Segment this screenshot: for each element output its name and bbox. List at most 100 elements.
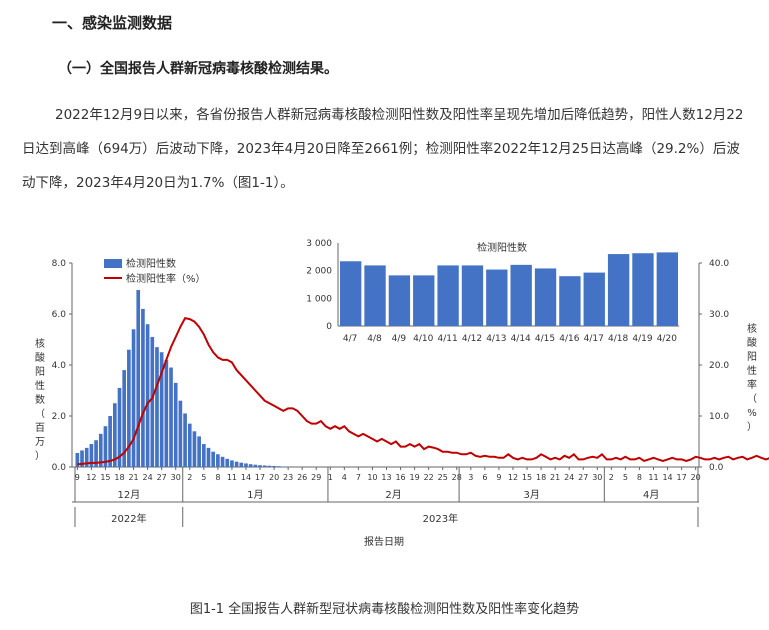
x-tick-label: 17: [255, 473, 265, 482]
positive-count-bar: [244, 463, 248, 467]
y-tick-label-left: 8.0: [52, 259, 67, 269]
x-tick-label: 29: [311, 473, 321, 482]
inset-bar: [461, 265, 484, 326]
positive-count-bar: [206, 447, 211, 467]
x-tick-label: 18: [114, 473, 124, 482]
inset-x-tick-label: 4/16: [559, 334, 579, 344]
x-tick-label: 6: [482, 473, 487, 482]
x-tick-label: 14: [241, 473, 251, 482]
x-tick-label: 19: [410, 473, 420, 482]
positive-count-bar: [272, 465, 276, 467]
positive-count-bar: [258, 465, 262, 467]
y-axis-title-left: 核酸阳性数（百万）: [35, 337, 45, 462]
x-tick-label: 26: [297, 473, 307, 482]
inset-x-tick-label: 4/18: [608, 334, 628, 344]
positive-count-bar: [173, 382, 178, 467]
x-tick-label: 27: [157, 473, 167, 482]
x-tick-label: 8: [215, 473, 220, 482]
inset-x-tick-label: 4/20: [657, 334, 677, 344]
inset-x-tick-label: 4/19: [632, 334, 652, 344]
inset-bar: [656, 252, 678, 326]
month-label: 2月: [385, 489, 401, 501]
positive-count-bar: [248, 464, 253, 467]
inset-bar: [340, 261, 362, 326]
month-label: 1月: [247, 489, 263, 501]
x-tick-label: 9: [75, 473, 80, 482]
y-tick-label-right: 0.0: [709, 463, 724, 473]
inset-bar: [607, 254, 630, 326]
inset-bar: [534, 268, 557, 326]
x-tick-label: 1: [328, 473, 333, 482]
positive-count-bar: [216, 454, 220, 467]
inset-y-tick-label: 0: [326, 322, 332, 332]
body-paragraph: 2022年12月9日以来，各省份报告人群新冠病毒核酸检测阳性数及阳性率呈现先增加…: [22, 107, 744, 191]
x-tick-label: 20: [691, 473, 701, 482]
positive-count-bar: [98, 433, 103, 467]
x-tick-label: 15: [100, 473, 110, 482]
positive-count-bar: [201, 444, 206, 467]
positive-count-bar: [108, 416, 112, 467]
positive-count-bar: [94, 440, 98, 467]
inset-bar: [437, 265, 459, 326]
x-tick-label: 21: [550, 473, 560, 482]
x-tick-label: 24: [564, 473, 574, 482]
positive-count-bar: [155, 347, 159, 467]
x-tick-label: 8: [637, 473, 642, 482]
y-tick-label-left: 4.0: [52, 361, 67, 371]
positive-rate-line: [77, 316, 769, 466]
positive-count-bar: [239, 462, 244, 467]
positive-count-bar: [276, 466, 281, 467]
y-tick-label-right: 40.0: [709, 259, 729, 269]
positive-count-bar: [122, 370, 127, 467]
month-label: 4月: [643, 489, 659, 501]
positive-count-bar: [234, 461, 239, 467]
x-tick-label: 3: [468, 473, 473, 482]
y-axis-title-right: 核酸阳性率（%）: [747, 322, 757, 433]
x-tick-label: 2: [609, 473, 614, 482]
x-tick-label: 14: [662, 473, 672, 482]
x-tick-label: 2: [187, 473, 192, 482]
inset-bar: [510, 264, 532, 326]
positive-count-bar: [141, 308, 145, 467]
x-tick-label: 17: [677, 473, 687, 482]
inset-x-tick-label: 4/9: [392, 334, 407, 344]
positive-count-bar: [80, 450, 84, 467]
inset-bar: [388, 275, 411, 326]
x-tick-label: 25: [438, 473, 448, 482]
x-tick-label: 15: [522, 473, 532, 482]
positive-count-bar: [267, 465, 272, 467]
inset-x-tick-label: 4/17: [584, 334, 604, 344]
inset-bar: [486, 269, 508, 326]
legend-label-count: 检测阳性数: [126, 257, 176, 270]
positive-count-bar: [127, 349, 131, 467]
inset-bar: [583, 272, 605, 326]
x-tick-label: 27: [578, 473, 588, 482]
x-tick-label: 11: [227, 473, 237, 482]
inset-y-tick-label: 3 000: [306, 239, 332, 249]
x-tick-label: 20: [269, 473, 279, 482]
inset-y-tick-label: 2 000: [306, 267, 332, 277]
positive-count-bar: [117, 387, 122, 467]
section-heading: 一、感染监测数据: [52, 14, 173, 32]
legend-swatch-count: [104, 259, 122, 268]
x-tick-label: 11: [648, 473, 658, 482]
positive-count-bar: [164, 359, 169, 467]
year-label: 2022年: [111, 512, 146, 525]
positive-count-bar: [230, 460, 234, 467]
positive-count-bar: [262, 465, 267, 467]
y-tick-label-left: 2.0: [52, 412, 67, 422]
y-tick-label-left: 0.0: [52, 463, 67, 473]
x-tick-label: 9: [496, 473, 501, 482]
x-tick-label: 24: [143, 473, 153, 482]
x-tick-label: 16: [395, 473, 405, 482]
x-tick-label: 5: [201, 473, 206, 482]
x-tick-label: 7: [356, 473, 361, 482]
positive-count-bar: [75, 452, 80, 467]
y-tick-label-right: 10.0: [709, 412, 729, 422]
positive-count-bar: [103, 426, 108, 467]
figure-caption: 图1-1 全国报告人群新型冠状病毒核酸检测阳性数及阳性率变化趋势: [189, 602, 580, 617]
x-tick-label: 21: [128, 473, 138, 482]
x-tick-label: 30: [171, 473, 181, 482]
positive-count-bar: [192, 431, 197, 467]
